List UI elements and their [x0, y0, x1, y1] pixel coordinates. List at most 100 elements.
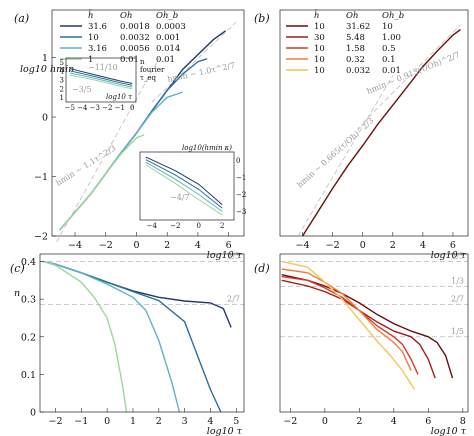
y-tick-label: 0.1	[21, 370, 36, 381]
inset-series-line	[69, 70, 133, 86]
inset-x-tick-label: −2	[102, 104, 112, 112]
guide-line	[151, 21, 237, 103]
legend-header: h̄	[88, 9, 93, 21]
series-line	[281, 268, 412, 371]
legend-value: 30	[314, 33, 325, 43]
panel-label: (b)	[254, 12, 270, 25]
x-tick-label: 0	[360, 240, 366, 251]
reference-label: 2/7	[451, 295, 464, 304]
panel-label: (a)	[14, 12, 29, 25]
inset-y-tick-label: 3	[60, 77, 64, 85]
x-axis-label: log10 τ	[207, 426, 243, 436]
reference-label: 2/5	[227, 252, 240, 261]
x-tick-label: 4	[420, 240, 426, 251]
scaling-annotation: hmin ∼ 0.665(τ/Oh)^2/3	[295, 116, 375, 189]
inset-x-tick-label: 2	[220, 222, 224, 230]
x-tick-label: 6	[450, 240, 456, 251]
inset-y-tick-label: 0	[236, 157, 240, 165]
series-line	[42, 260, 222, 413]
y-axis-label: n	[14, 288, 20, 299]
legend-value: 10	[382, 22, 393, 32]
x-tick-label: 2	[156, 416, 162, 427]
y-tick-label: 0	[42, 113, 48, 124]
x-tick-label: −1	[74, 416, 88, 427]
inset-series-line	[69, 74, 133, 90]
y-tick-label: 0.2	[21, 332, 36, 343]
legend-header: Oh	[120, 11, 132, 21]
legend-header: Oh_b	[156, 11, 178, 21]
legend-value: 0.32	[346, 55, 365, 65]
series-line	[281, 275, 419, 375]
scaling-annotation: hmin ∼ 1.0τ^2/7	[167, 61, 236, 84]
legend-value: 0.0003	[156, 22, 186, 32]
series-line	[42, 260, 181, 413]
inset-y-tick-label: 4	[60, 68, 65, 76]
legend-header: Oh_b	[382, 11, 404, 21]
inset-y-tick-label: −2	[236, 191, 246, 199]
plot-frame	[279, 253, 469, 413]
y-tick-label: 1	[42, 53, 48, 64]
inset-y-tick-label: −3	[236, 208, 246, 216]
inset-series-line	[145, 159, 223, 209]
legend-value: 10	[314, 22, 325, 32]
x-tick-label: 3	[182, 416, 188, 427]
inset-x-tick-label: −4	[147, 222, 158, 230]
x-tick-label: −4	[68, 240, 82, 251]
x-tick-label: −2	[283, 416, 297, 427]
y-tick-label: 0.3	[21, 295, 36, 306]
x-tick-label: 0	[104, 416, 110, 427]
inset-y-tick-label: 1	[60, 94, 64, 102]
legend-value: 0.1	[382, 55, 396, 65]
inset-legend-text: fourier	[140, 66, 165, 74]
inset-legend-text: n	[140, 58, 145, 66]
y-tick-label: −2	[34, 232, 48, 243]
x-axis-label: log10 τ	[431, 426, 467, 436]
legend-value: 0.001	[156, 33, 180, 43]
x-tick-label: −2	[48, 416, 62, 427]
x-tick-label: 1	[130, 416, 136, 427]
legend-value: 10	[314, 66, 325, 76]
legend-value: 0.01	[382, 66, 401, 76]
legend-value: 10	[314, 55, 325, 65]
inset-x-tick-label: −2	[170, 222, 180, 230]
x-tick-label: 0	[133, 240, 139, 251]
inset-y-tick-label: −1	[236, 174, 246, 182]
x-tick-label: −2	[326, 240, 340, 251]
inset-x-tick-label: −3	[90, 104, 100, 112]
guide-line	[362, 24, 461, 124]
series-line	[59, 134, 145, 231]
legend-value: 1.58	[346, 44, 365, 54]
x-tick-label: 2	[356, 416, 362, 427]
legend-value: 5.48	[346, 33, 365, 43]
x-tick-label: 0	[322, 416, 328, 427]
x-tick-label: 4	[195, 240, 201, 251]
inset-frame	[139, 151, 235, 221]
inset-y-tick-label: 5	[60, 59, 64, 67]
legend-value: 0.01	[120, 55, 139, 65]
inset-x-tick-label: 0	[197, 222, 201, 230]
inset-series-line	[145, 164, 223, 216]
x-tick-label: 4	[391, 416, 397, 427]
guide-line	[56, 57, 160, 243]
legend-value: 0.014	[156, 44, 180, 54]
legend-value: 3.16	[88, 44, 107, 54]
plot-frame	[39, 253, 245, 413]
x-axis-label: log10 τ	[207, 250, 243, 261]
panel-c: 2/5 2/7 −2 −1 0 1 2 3 4 5 0 0.1 0.2 0.3 0.4(c) log10 τ n	[10, 252, 245, 436]
legend-value: 0.0056	[120, 44, 150, 54]
legend-value: 10	[314, 44, 325, 54]
legend-value: 1	[88, 55, 93, 65]
panel-label: (d)	[254, 262, 270, 275]
series-line	[42, 260, 128, 413]
reference-label: 1/3	[451, 277, 464, 286]
inset-y-tick-label: 2	[60, 85, 64, 93]
inset-x-tick-label: −4	[77, 104, 88, 112]
series-line	[281, 260, 416, 390]
inset-frame	[65, 57, 137, 103]
inset-x-tick-label: −5	[65, 104, 75, 112]
inset-series-line	[145, 156, 223, 206]
legend-header: h̄	[314, 9, 319, 21]
y-tick-label: 0.4	[21, 257, 36, 268]
